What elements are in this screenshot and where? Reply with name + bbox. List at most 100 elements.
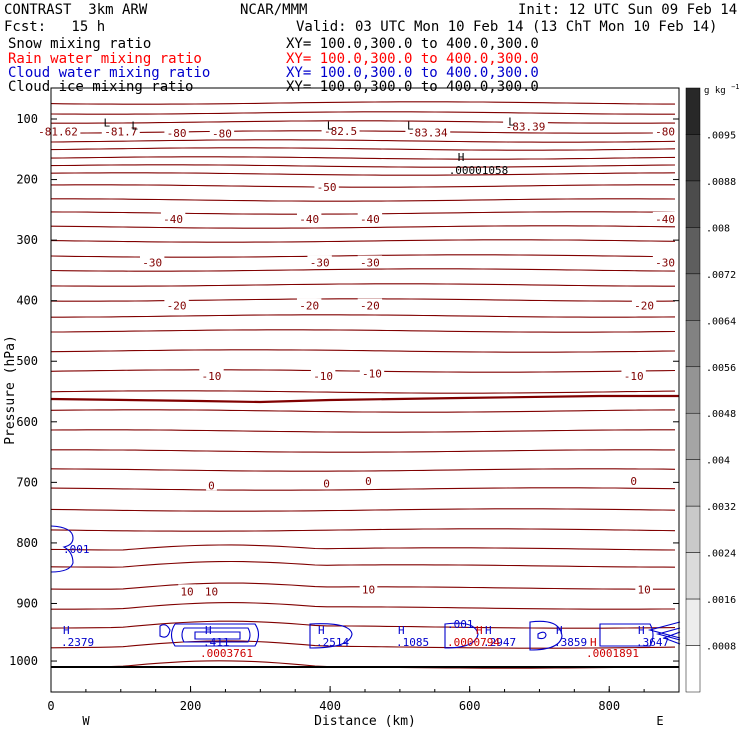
zero-contour	[50, 394, 679, 404]
cloud-water-contour	[444, 622, 479, 649]
cloud-water-label: .001	[447, 618, 474, 631]
temperature-label: 10	[362, 584, 375, 597]
temperature-contour	[51, 120, 675, 124]
rain-label: .0001891	[586, 647, 639, 660]
temperature-label: 0	[323, 478, 330, 491]
high-marker: H	[458, 151, 465, 164]
rain-high: H	[476, 624, 483, 637]
low-marker: L	[327, 120, 334, 133]
temperature-label: -80	[655, 126, 675, 139]
cloud-water-contour	[647, 621, 681, 645]
colorbar-segment	[685, 320, 701, 368]
x-axis-label: Distance (km)	[314, 714, 416, 729]
temperature-label: -10	[313, 370, 333, 383]
temperature-label: -20	[360, 300, 380, 313]
temperature-label: -83.39	[506, 120, 546, 133]
high-value: .00001058	[449, 164, 509, 177]
temperature-label: -81.62	[38, 126, 78, 139]
rain-label: .0003761	[200, 647, 253, 660]
colorbar-segment	[685, 366, 701, 414]
temperature-label: -20	[634, 300, 654, 313]
temperature-contour	[51, 314, 676, 318]
cloud-water-contour	[599, 623, 654, 647]
colorbar-segment	[685, 412, 701, 460]
temperature-label: -80	[167, 127, 187, 140]
low-marker: L	[104, 117, 111, 130]
temperature-contour	[50, 164, 676, 168]
temperature-contour	[51, 449, 675, 453]
cloud-water-high: H	[485, 624, 492, 637]
cloud-water-contour	[194, 631, 241, 640]
cloud-water-high: H	[556, 624, 563, 637]
y-tick-label: 800	[16, 536, 38, 550]
temperature-contour	[50, 156, 676, 160]
cloud-water-contour	[309, 623, 353, 649]
y-tick-label: 600	[16, 415, 38, 429]
temperature-label: -30	[310, 257, 330, 270]
temperature-label: -40	[299, 213, 319, 226]
temperature-contour	[50, 409, 675, 413]
field-name-cloud-ice: Cloud ice mixing ratio	[8, 79, 194, 95]
colorbar-label: .004	[706, 456, 730, 467]
temperature-label: 0	[208, 479, 215, 492]
colorbar-label: .008	[706, 223, 730, 234]
low-marker: L	[508, 115, 515, 128]
colorbar-label: .0095	[706, 130, 736, 141]
temperature-label: -20	[299, 300, 319, 313]
colorbar-label: .0056	[706, 363, 736, 374]
low-marker: L	[131, 120, 138, 133]
colorbar-segment	[685, 598, 701, 646]
colorbar-label: .0008	[706, 642, 736, 653]
y-tick-label: 700	[16, 475, 38, 489]
cloud-water-contour	[529, 620, 563, 651]
cloud-water-high: H	[205, 624, 212, 637]
y-tick-label: 400	[16, 294, 38, 308]
temperature-contour	[50, 172, 676, 176]
temperature-contour	[50, 390, 676, 394]
temperature-contour	[50, 111, 675, 115]
x-tick-label: 200	[180, 699, 202, 713]
temperature-contour	[50, 528, 676, 532]
cloud-water-value: .411	[203, 636, 230, 649]
temperature-label: -40	[655, 213, 675, 226]
temperature-label: 0	[365, 475, 372, 488]
temperature-contour	[50, 101, 675, 105]
cloud-water-value: .2514	[316, 636, 349, 649]
temperature-contour	[51, 602, 675, 610]
cloud-water-contour	[170, 623, 260, 647]
field-xy-cloud-ice: XY= 100.0,300.0 to 400.0,300.0	[286, 79, 539, 95]
temperature-label: -20	[167, 300, 187, 313]
field-name-snow: Snow mixing ratio	[8, 36, 152, 52]
rain-value: .0000794	[447, 636, 500, 649]
temperature-label: -10	[202, 370, 222, 383]
temperature-contour	[50, 239, 676, 243]
temperature-label: 20	[362, 739, 375, 740]
cloud-water-label: .001	[63, 543, 90, 556]
field-xy-snow: XY= 100.0,300.0 to 400.0,300.0	[286, 36, 539, 52]
colorbar-segment	[685, 134, 701, 182]
cloud-water-value: .3647	[636, 636, 669, 649]
cloud-water-value: .1085	[396, 636, 429, 649]
field-xy-cloud-water: XY= 100.0,300.0 to 400.0,300.0	[286, 65, 539, 81]
cloud-water-high: H	[63, 624, 70, 637]
x-tick-label: 400	[319, 699, 341, 713]
y-tick-label: 500	[16, 354, 38, 368]
temperature-contour	[51, 329, 676, 333]
plot-frame	[50, 87, 680, 693]
temperature-contour	[50, 130, 676, 134]
colorbar-label: .0016	[706, 595, 736, 606]
model-title: CONTRAST 3km ARW	[4, 2, 148, 18]
y-tick-label: 200	[16, 173, 38, 187]
field-name-cloud-water: Cloud water mixing ratio	[8, 65, 211, 81]
colorbar-segment	[685, 645, 701, 693]
temperature-label: -30	[360, 257, 380, 270]
temperature-contour	[50, 640, 676, 649]
temperature-label: -40	[360, 213, 380, 226]
colorbar-unit: g kg −1	[704, 83, 740, 96]
temperature-contour	[50, 468, 676, 472]
temperature-label: 10	[205, 585, 218, 598]
east-label: E	[656, 714, 663, 728]
colorbar-label: .0064	[706, 316, 736, 327]
colorbar-label: .0088	[706, 177, 736, 188]
